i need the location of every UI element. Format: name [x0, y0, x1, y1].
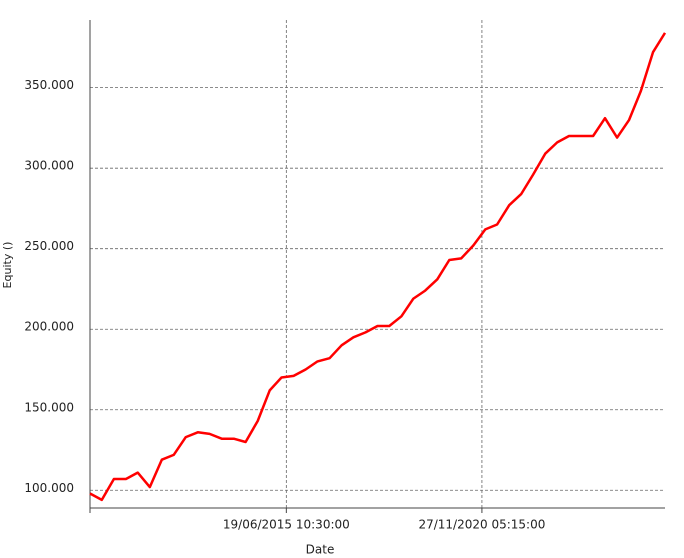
- y-tick-label: 100.000: [24, 481, 74, 495]
- x-axis-label: Date: [306, 543, 335, 557]
- y-tick-label: 300.000: [24, 159, 74, 173]
- y-axis-label: Equity (): [1, 242, 14, 289]
- y-tick-label: 150.000: [24, 400, 74, 414]
- equity-line: [89, 32, 667, 502]
- y-tick-label: 200.000: [24, 320, 74, 334]
- x-tick-label: 27/11/2020 05:15:00: [418, 518, 545, 532]
- x-tick-label: 19/06/2015 10:30:00: [223, 518, 350, 532]
- y-tick-label: 350.000: [24, 78, 74, 92]
- y-tick-label: 250.000: [24, 239, 74, 253]
